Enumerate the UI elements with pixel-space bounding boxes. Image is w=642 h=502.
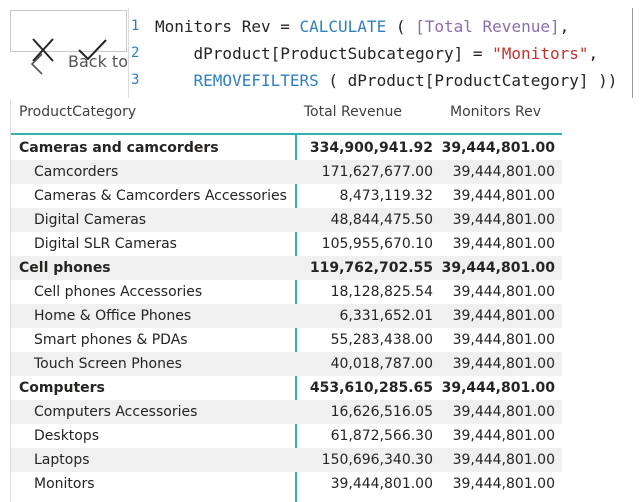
code-token: CALCULATE (299, 17, 387, 36)
monitors-rev: 39,444,801.00 (452, 236, 555, 252)
total-revenue: 105,955,670.10 (321, 236, 433, 252)
item-label[interactable]: Laptops (34, 452, 90, 468)
code-line: Monitors Rev = CALCULATE ( [Total Revenu… (155, 17, 569, 36)
row-band (11, 304, 562, 328)
item-label[interactable]: Desktops (34, 428, 100, 444)
monitors-rev: 39,444,801.00 (452, 452, 555, 468)
monitors-rev: 39,444,801.00 (441, 140, 555, 156)
row-band (11, 352, 562, 376)
code-token: "Monitors" (492, 44, 589, 63)
back-icon[interactable] (28, 52, 48, 76)
code-token: ( dProduct[ProductCategory] )) (318, 71, 618, 90)
total-revenue: 18,128,825.54 (330, 284, 433, 300)
code-token: ( (386, 17, 416, 36)
code-token: , (588, 44, 599, 63)
scroll-edge (632, 8, 633, 98)
total-revenue: 55,283,438.00 (330, 332, 433, 348)
total-revenue: 48,844,475.50 (330, 212, 433, 228)
monitors-rev: 39,444,801.00 (452, 428, 555, 444)
icons (32, 38, 107, 62)
code-token: Monitors Rev = (155, 17, 300, 36)
total-revenue: 6,331,652.01 (339, 308, 433, 324)
item-label[interactable]: Cell phones Accessories (34, 284, 203, 300)
total-revenue: 334,900,941.92 (309, 140, 433, 156)
code-token (155, 71, 194, 90)
total-revenue: 40,018,787.00 (330, 356, 433, 372)
code-token: [Total Revenue] (415, 17, 560, 36)
visual-border (10, 100, 11, 502)
item-label[interactable]: Digital Cameras (34, 212, 147, 228)
column-header[interactable]: Total Revenue (303, 104, 402, 120)
total-revenue: 16,626,516.05 (330, 404, 433, 420)
item-label[interactable]: Camcorders (34, 164, 119, 180)
group-label[interactable]: Computers (19, 380, 105, 396)
item-label[interactable]: Smart phones & PDAs (34, 332, 188, 348)
monitors-rev: 39,444,801.00 (452, 332, 555, 348)
column-header[interactable]: ProductCategory (19, 104, 137, 120)
total-revenue: 453,610,285.65 (309, 380, 433, 396)
monitors-rev: 39,444,801.00 (441, 260, 555, 276)
monitors-rev: 39,444,801.00 (441, 380, 555, 396)
item-label[interactable]: Digital SLR Cameras (34, 236, 177, 252)
monitors-rev: 39,444,801.00 (452, 212, 555, 228)
code-line: REMOVEFILTERS ( dProduct[ProductCategory… (155, 71, 618, 90)
row-band (11, 208, 562, 232)
code-token: REMOVEFILTERS (193, 71, 319, 90)
monitors-rev: 39,444,801.00 (452, 188, 555, 204)
item-label[interactable]: Monitors (34, 476, 95, 492)
monitors-rev: 39,444,801.00 (452, 404, 555, 420)
row-band (11, 256, 562, 280)
line-number: 3 (131, 72, 140, 88)
row-band (11, 160, 562, 184)
item-label[interactable]: Home & Office Phones (34, 308, 192, 324)
row-band (11, 448, 562, 472)
item-label[interactable]: Touch Screen Phones (34, 356, 182, 372)
line-number: 1 (131, 18, 140, 34)
total-revenue: 8,473,119.32 (339, 188, 433, 204)
monitors-rev: 39,444,801.00 (452, 164, 555, 180)
group-label[interactable]: Cameras and camcorders (19, 140, 219, 156)
line-number: 2 (131, 45, 140, 61)
total-revenue: 150,696,340.30 (321, 452, 433, 468)
header-rule (11, 133, 562, 135)
monitors-rev: 39,444,801.00 (452, 356, 555, 372)
group-label[interactable]: Cell phones (19, 260, 111, 276)
total-revenue: 39,444,801.00 (330, 476, 433, 492)
row-band (11, 400, 562, 424)
monitors-rev: 39,444,801.00 (452, 476, 555, 492)
code-line: dProduct[ProductSubcategory] = "Monitors… (155, 44, 599, 63)
total-revenue: 171,627,677.00 (321, 164, 433, 180)
total-revenue: 61,872,566.30 (330, 428, 433, 444)
code-token: dProduct[ProductSubcategory] = (155, 44, 493, 63)
monitors-rev: 39,444,801.00 (452, 308, 555, 324)
item-label[interactable]: Cameras & Camcorders Accessories (34, 188, 287, 204)
formula-editor[interactable] (128, 8, 633, 98)
formula-buttons (10, 10, 127, 62)
back-label[interactable]: Back to (68, 52, 128, 71)
column-header[interactable]: Monitors Rev (450, 104, 541, 120)
monitors-rev: 39,444,801.00 (452, 284, 555, 300)
code-token: , (559, 17, 570, 36)
item-label[interactable]: Computers Accessories (34, 404, 198, 420)
total-revenue: 119,762,702.55 (309, 260, 433, 276)
